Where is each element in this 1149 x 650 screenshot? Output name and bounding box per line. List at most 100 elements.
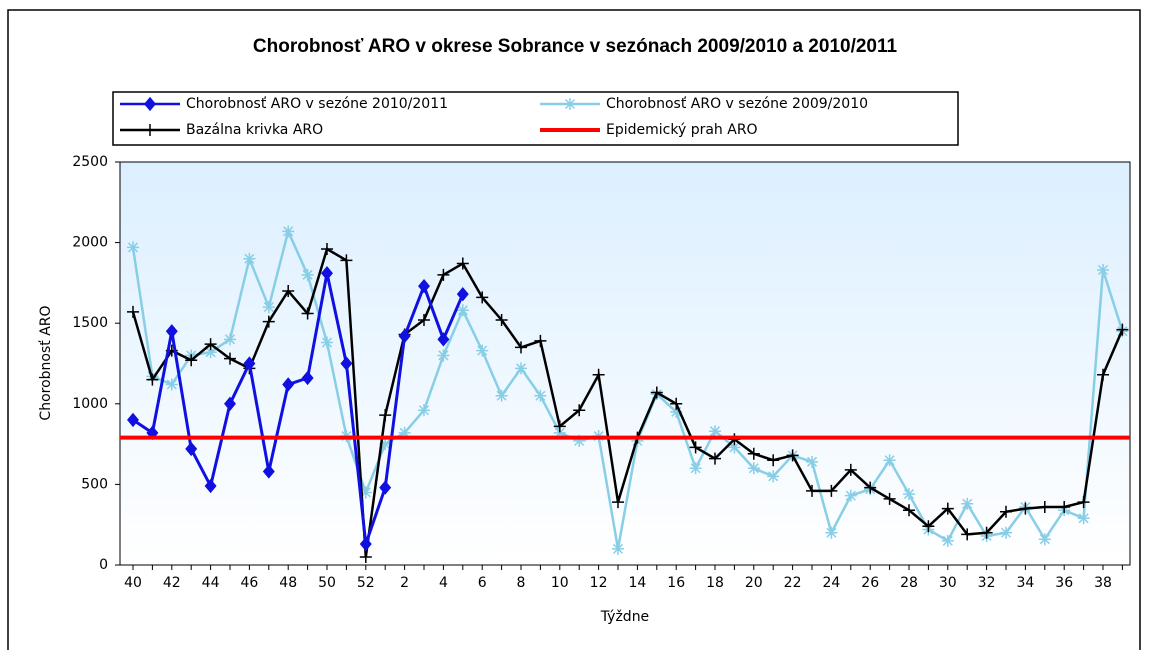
- x-axis-title: Týždne: [600, 609, 649, 625]
- point: [127, 241, 139, 254]
- point: [534, 389, 547, 402]
- point: [961, 528, 974, 541]
- point: [1116, 323, 1129, 336]
- point: [1097, 264, 1109, 277]
- y-tick-label: 1000: [72, 396, 108, 412]
- point: [418, 313, 430, 326]
- point: [553, 426, 566, 439]
- series-line: [132, 272, 465, 545]
- frame: [7, 9, 1141, 650]
- point: [592, 368, 605, 381]
- point: [864, 481, 877, 494]
- point: [941, 534, 954, 547]
- point: [185, 354, 198, 367]
- point: [1038, 500, 1051, 513]
- point: [437, 268, 450, 281]
- point: [1077, 512, 1090, 525]
- point: [340, 254, 353, 267]
- point: [670, 397, 683, 410]
- y-tick-label: 500: [81, 476, 108, 492]
- point: [165, 324, 178, 339]
- x-tick-label: 48: [279, 575, 297, 591]
- x-tick-label: 42: [163, 575, 181, 591]
- point: [515, 341, 527, 354]
- point: [321, 243, 333, 256]
- x-tick-label: 16: [667, 575, 685, 591]
- x-tick-label: 18: [706, 575, 724, 591]
- point: [1038, 533, 1051, 546]
- point: [747, 462, 760, 475]
- x-tick-label: 50: [318, 575, 336, 591]
- point: [806, 484, 818, 497]
- point: [767, 470, 780, 483]
- point: [941, 502, 954, 515]
- point: [825, 484, 838, 497]
- point: [806, 455, 818, 468]
- point: [243, 356, 256, 371]
- point: [262, 464, 275, 479]
- point: [379, 480, 392, 495]
- x-tick-label: 22: [784, 575, 802, 591]
- point: [418, 404, 430, 417]
- x-tick-label: 32: [978, 575, 996, 591]
- x-tick-label: 14: [628, 575, 646, 591]
- point: [437, 332, 450, 347]
- x-tick-label: 28: [900, 575, 918, 591]
- point: [282, 225, 295, 238]
- point: [495, 389, 508, 402]
- point: [689, 441, 702, 454]
- point: [980, 526, 993, 539]
- x-tick-label: 20: [745, 575, 763, 591]
- legend-label: Bazálna krivka ARO: [186, 122, 323, 138]
- x-tick-label: 4: [439, 575, 448, 591]
- point: [1000, 526, 1012, 539]
- point: [359, 550, 372, 563]
- point: [456, 304, 469, 317]
- point: [922, 520, 935, 533]
- legend: [112, 91, 959, 146]
- point: [127, 305, 139, 318]
- point: [495, 313, 508, 326]
- point: [262, 301, 275, 314]
- point: [1077, 496, 1090, 509]
- point: [359, 486, 372, 499]
- point: [165, 378, 178, 391]
- point: [456, 257, 469, 270]
- point: [243, 252, 256, 265]
- point: [747, 447, 760, 460]
- point: [612, 496, 624, 509]
- point: [224, 333, 236, 346]
- point: [301, 370, 314, 386]
- series-line: [131, 247, 1124, 558]
- x-tick-label: 30: [939, 575, 957, 591]
- x-tick-label: 6: [478, 575, 487, 591]
- point: [185, 441, 198, 457]
- y-tick-label: 2500: [72, 154, 108, 170]
- point: [1000, 505, 1012, 518]
- point: [1019, 502, 1032, 515]
- point: [844, 463, 857, 476]
- point: [418, 278, 430, 294]
- point: [146, 373, 159, 386]
- point: [961, 497, 974, 510]
- point: [262, 315, 275, 328]
- point: [553, 420, 566, 433]
- point: [321, 266, 333, 281]
- x-tick-label: 26: [861, 575, 879, 591]
- point: [728, 441, 741, 454]
- point: [883, 492, 896, 505]
- x-tick-label: 12: [590, 575, 608, 591]
- point: [883, 454, 896, 467]
- point: [767, 454, 780, 467]
- y-axis-title: Chorobnosť ARO: [38, 305, 54, 420]
- point: [476, 291, 489, 304]
- point: [437, 349, 450, 362]
- legend-label: Chorobnosť ARO v sezóne 2009/2010: [606, 96, 868, 112]
- point: [650, 386, 663, 399]
- point: [224, 396, 236, 411]
- chart-title: Chorobnosť ARO v okrese Sobrance v sezón…: [253, 36, 898, 57]
- x-tick-label: 46: [240, 575, 258, 591]
- point: [534, 334, 547, 347]
- point: [204, 478, 217, 494]
